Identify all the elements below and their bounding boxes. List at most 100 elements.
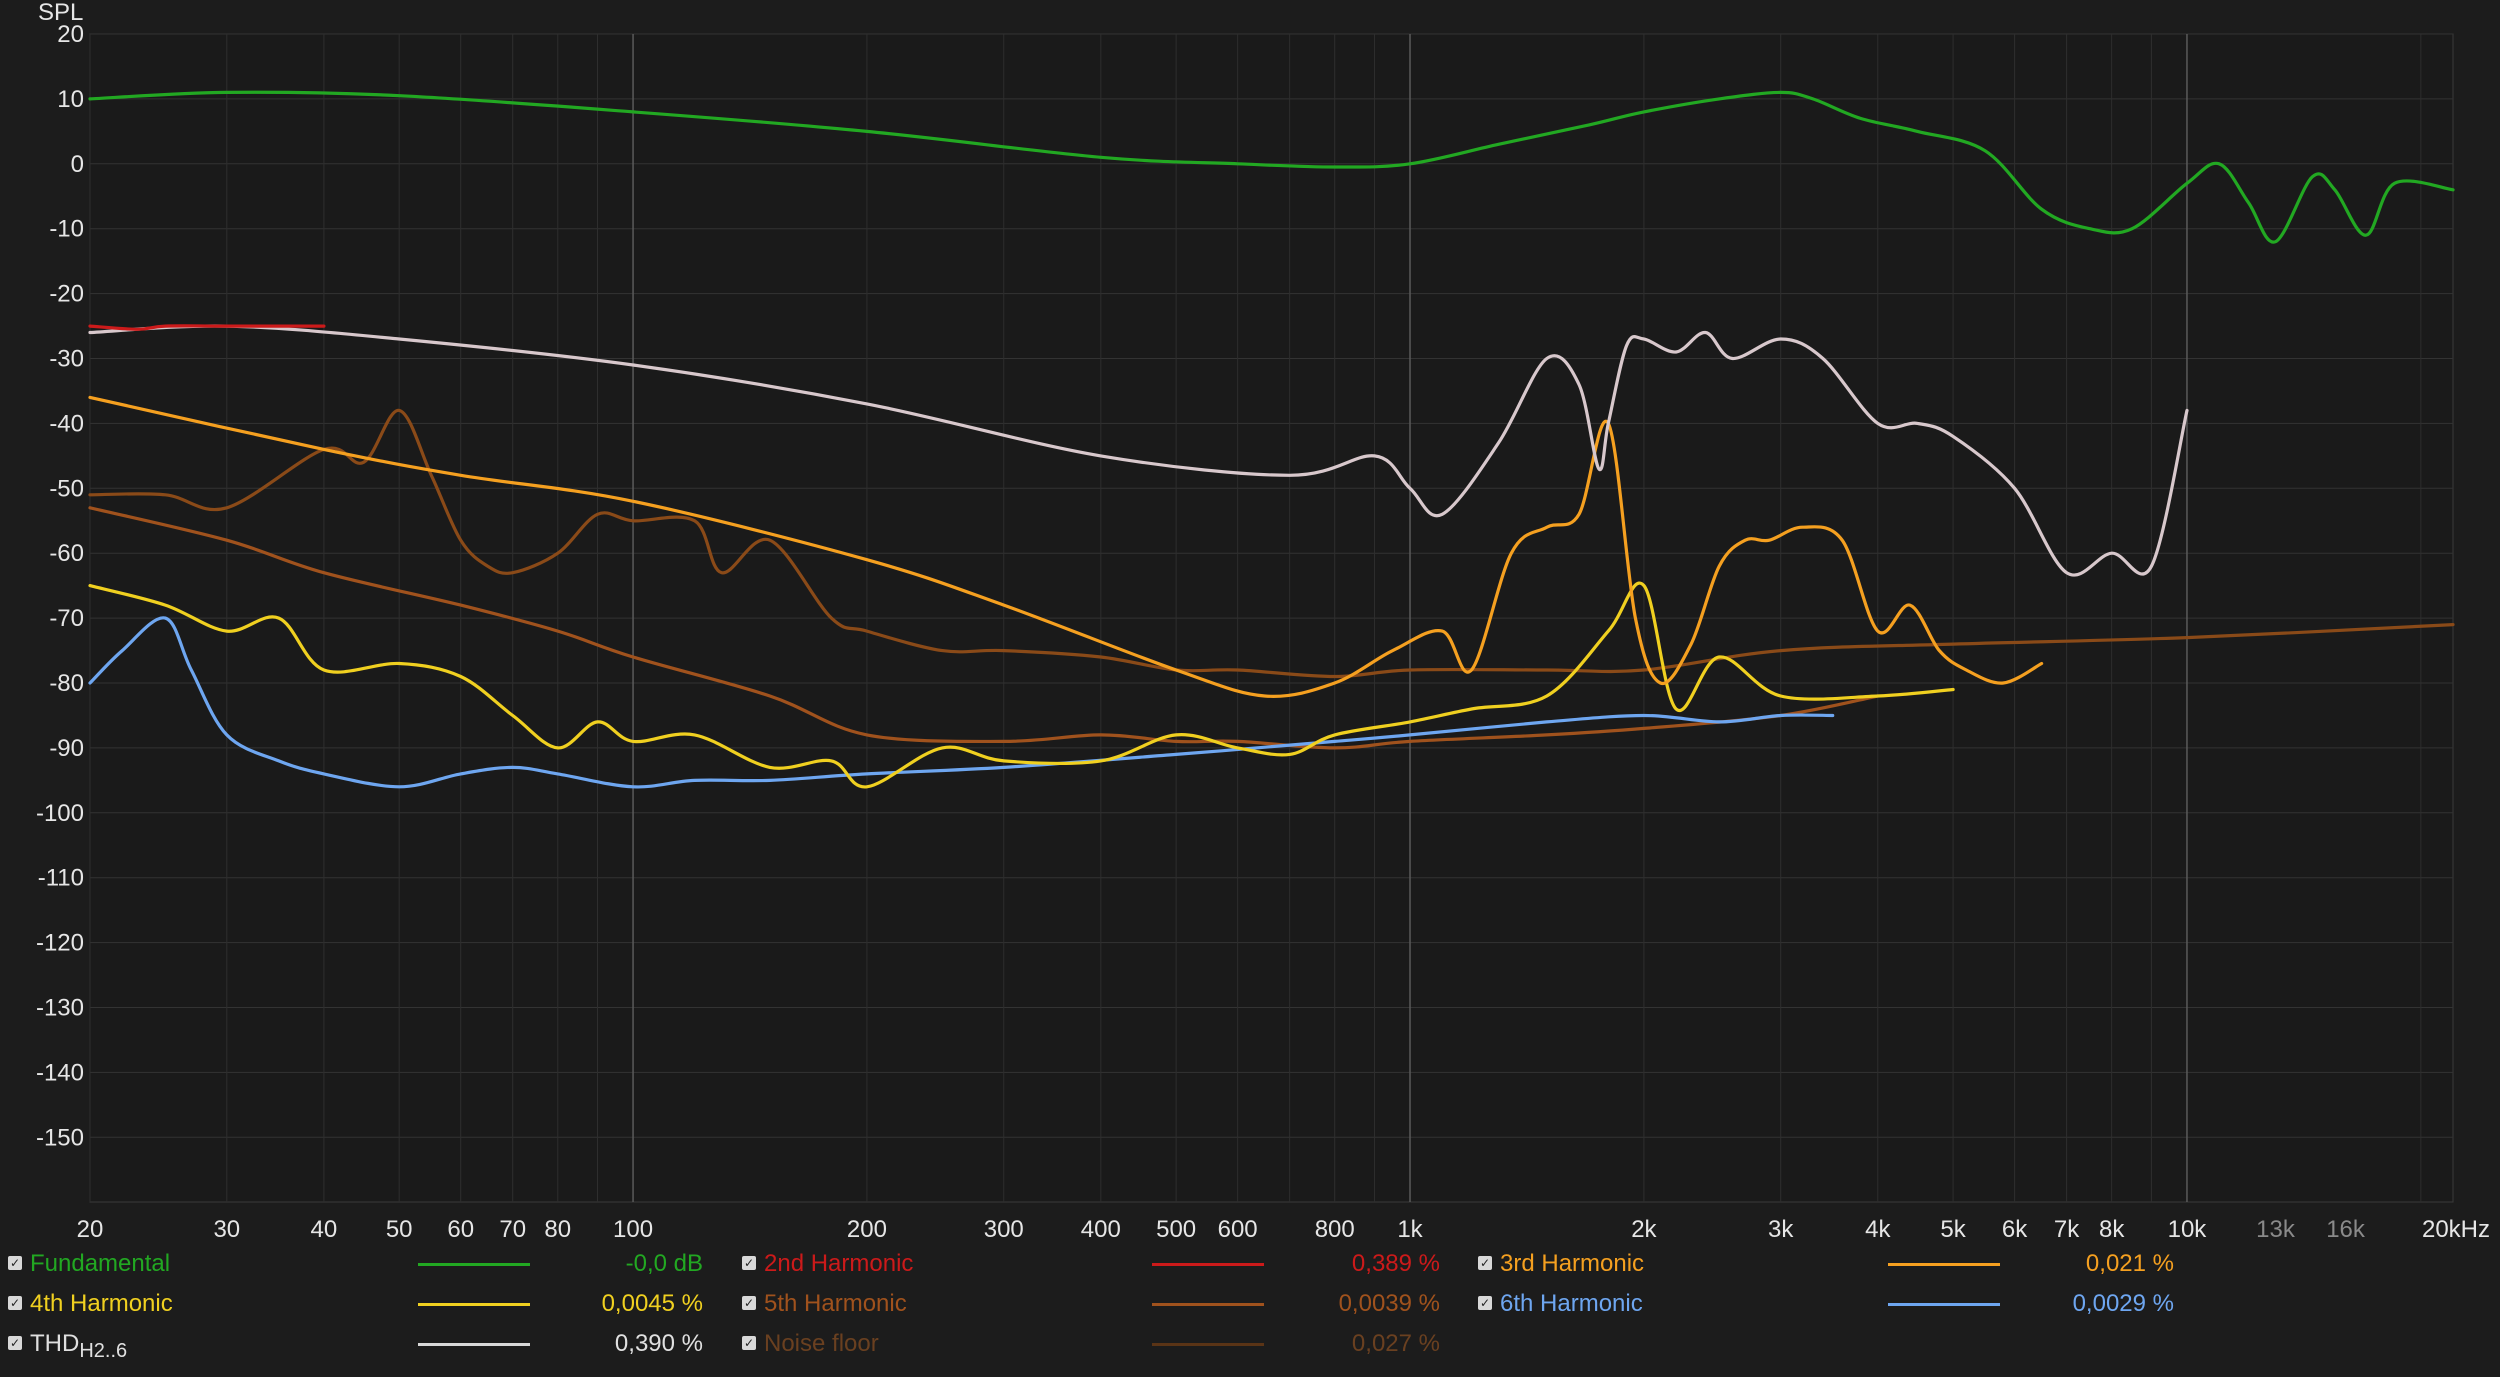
y-tick-label: 10: [57, 86, 84, 113]
legend-value: 0,0045 %: [601, 1290, 703, 1317]
legend-swatch-line: [418, 1303, 530, 1306]
legend-swatch-line: [1888, 1263, 2000, 1266]
legend-item-5th-harmonic: ✓ 5th Harmonic 0,0039 %: [742, 1286, 1642, 1326]
legend-value: 0,389 %: [1351, 1250, 1440, 1277]
x-tick-label: 600: [1218, 1216, 1258, 1240]
legend-label: 3rd Harmonic: [1500, 1250, 1644, 1278]
y-tick-label: -150: [36, 1124, 84, 1151]
legend-swatch-line: [418, 1343, 530, 1346]
x-tick-label: 50: [386, 1216, 413, 1240]
legend-value: 0,0029 %: [2072, 1290, 2174, 1317]
x-tick-label: 400: [1081, 1216, 1121, 1240]
legend-checkbox[interactable]: ✓: [742, 1296, 756, 1310]
y-tick-label: -90: [49, 735, 84, 762]
legend-value: -0,0 dB: [625, 1250, 703, 1277]
legend-checkbox[interactable]: ✓: [8, 1296, 22, 1310]
legend-item-2nd-harmonic: ✓ 2nd Harmonic 0,389 %: [742, 1246, 1642, 1286]
grid-lines: [89, 33, 2453, 1202]
legend-label-text: THD: [30, 1330, 80, 1357]
x-tick-label: 20: [77, 1216, 104, 1240]
series-thd: [88, 324, 2189, 577]
legend-label-text: 5th Harmonic: [764, 1290, 907, 1317]
legend-swatch-line: [1152, 1343, 1264, 1346]
y-tick-label: -140: [36, 1059, 84, 1086]
x-tick-label: 60: [447, 1216, 474, 1240]
y-tick-label: 20: [57, 21, 84, 48]
y-tick-label: -60: [49, 540, 84, 567]
legend-label: 4th Harmonic: [30, 1290, 173, 1318]
x-tick-label: 40: [311, 1216, 338, 1240]
series-line: [88, 506, 1880, 750]
legend-item-fundamental: ✓ Fundamental -0,0 dB: [8, 1246, 908, 1286]
y-tick-label: -40: [49, 410, 84, 437]
series-3rd-harmonic: [88, 395, 2044, 698]
y-tick-label: -130: [36, 995, 84, 1022]
x-tick-label: 8k: [2099, 1216, 2125, 1240]
y-tick-label: -10: [49, 216, 84, 243]
legend-label: 5th Harmonic: [764, 1290, 907, 1318]
legend-label: Noise floor: [764, 1330, 879, 1358]
y-tick-label: 0: [71, 151, 84, 178]
legend-swatch-line: [1888, 1303, 2000, 1306]
x-tick-label: 5k: [1940, 1216, 1966, 1240]
x-tick-label: 30: [213, 1216, 240, 1240]
legend-item-thd: ✓ THDH2..6 0,390 %: [8, 1326, 908, 1366]
series-line: [88, 616, 1835, 789]
series-4th-harmonic: [88, 581, 1955, 789]
series-line: [88, 395, 2044, 698]
y-tick-label: -120: [36, 930, 84, 957]
spl-chart: 20100-10-20-30-40-50-60-70-80-90-100-110…: [35, 0, 2490, 1240]
x-tick-label: 20kHz: [2422, 1216, 2490, 1240]
x-tick-label: 300: [984, 1216, 1024, 1240]
x-tick-label: 16k: [2326, 1216, 2366, 1240]
legend-checkbox[interactable]: ✓: [742, 1336, 756, 1350]
series-5th-harmonic: [88, 506, 1880, 750]
series-line: [88, 324, 2189, 577]
series-6th-harmonic: [88, 616, 1835, 789]
legend-item-noise-floor: ✓ Noise floor 0,027 %: [742, 1326, 1642, 1366]
x-axis-ticks: 20 30 40 50 60 70 80 100 200 300 400 500 600 800 1k 2k 3…: [77, 1216, 2490, 1240]
x-tick-label: 800: [1315, 1216, 1355, 1240]
legend-swatch-line: [418, 1263, 530, 1266]
series-line: [88, 581, 1955, 789]
legend-checkbox[interactable]: ✓: [1478, 1256, 1492, 1270]
legend-label-text: 6th Harmonic: [1500, 1290, 1643, 1317]
legend-value: 0,0039 %: [1338, 1290, 1440, 1317]
y-tick-label: -50: [49, 475, 84, 502]
y-axis-label: SPL: [38, 0, 83, 26]
legend-value: 0,027 %: [1351, 1330, 1440, 1357]
x-tick-label: 3k: [1768, 1216, 1794, 1240]
y-tick-label: -70: [49, 605, 84, 632]
x-tick-label: 6k: [2002, 1216, 2028, 1240]
x-tick-label: 4k: [1865, 1216, 1891, 1240]
legend-item-6th-harmonic: ✓ 6th Harmonic 0,0029 %: [1478, 1286, 2378, 1326]
y-tick-label: -100: [36, 800, 84, 827]
legend-item-4th-harmonic: ✓ 4th Harmonic 0,0045 %: [8, 1286, 908, 1326]
legend-swatch-line: [1152, 1303, 1264, 1306]
legend-value: 0,021 %: [2085, 1250, 2174, 1277]
y-tick-label: -30: [49, 346, 84, 373]
x-tick-label: 100: [613, 1216, 653, 1240]
x-tick-label: 500: [1156, 1216, 1196, 1240]
legend-checkbox[interactable]: ✓: [1478, 1296, 1492, 1310]
x-tick-label: 10k: [2168, 1216, 2208, 1240]
legend-label: 2nd Harmonic: [764, 1250, 913, 1278]
legend-label: THDH2..6: [30, 1330, 127, 1363]
legend-checkbox[interactable]: ✓: [742, 1256, 756, 1270]
y-tick-label: -110: [38, 865, 84, 892]
legend-checkbox[interactable]: ✓: [8, 1336, 22, 1350]
y-tick-label: -80: [49, 670, 84, 697]
legend: ✓ Fundamental -0,0 dB ✓ 2nd Harmonic 0,389 % ✓…: [0, 1240, 2500, 1377]
legend-label: Fundamental: [30, 1250, 170, 1278]
series-fundamental: [88, 90, 2455, 244]
x-tick-label: 13k: [2256, 1216, 2296, 1240]
series-lines: [88, 90, 2455, 789]
legend-checkbox[interactable]: ✓: [8, 1256, 22, 1270]
y-tick-label: -20: [49, 281, 84, 308]
x-tick-label: 7k: [2054, 1216, 2080, 1240]
legend-label-subscript: H2..6: [79, 1339, 128, 1362]
legend-label-text: 2nd Harmonic: [764, 1250, 914, 1277]
legend-label: 6th Harmonic: [1500, 1290, 1643, 1318]
x-tick-label: 1k: [1397, 1216, 1423, 1240]
x-tick-label: 2k: [1631, 1216, 1657, 1240]
